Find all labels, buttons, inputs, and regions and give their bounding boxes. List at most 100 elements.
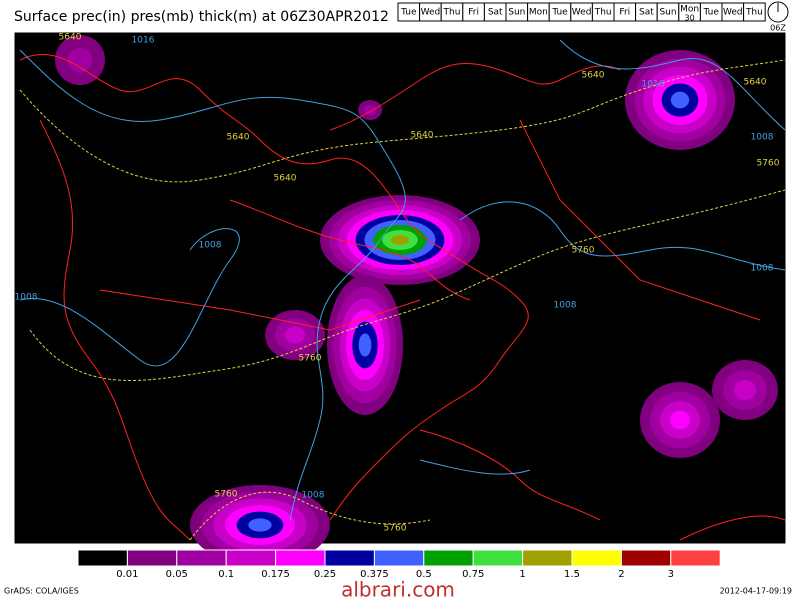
colorbar-box: [670, 549, 721, 567]
day-label: Sat: [488, 8, 503, 18]
coastlines: [19, 54, 786, 541]
colorbar-box: [620, 549, 672, 567]
contour-label: 5760: [757, 159, 780, 169]
day-strip: Tue Wed Thu Fri Sat Sun Mon Tue Wed Thu Fri Sat Sun M…: [397, 2, 766, 23]
day-label: Fri: [468, 8, 479, 18]
colorbar-box: [77, 549, 128, 567]
isobar: [419, 459, 531, 475]
border: [99, 289, 421, 331]
contour-label: 1016: [642, 80, 665, 90]
precip-area: [364, 105, 376, 115]
colorbar-box: [126, 549, 178, 567]
coastline: [419, 429, 601, 521]
colorbar-label: 0.5: [416, 569, 432, 580]
colorbar-label: 3: [668, 569, 674, 580]
precip-area: [248, 518, 272, 532]
thickness-lines: [19, 59, 786, 541]
colorbar-label: 0.25: [314, 569, 336, 580]
contour-label: 1008: [751, 264, 774, 274]
day-number: 30: [685, 14, 695, 23]
thickness-line: [19, 59, 786, 183]
contour-label: 1008: [751, 133, 774, 143]
precip-layer: [55, 35, 778, 565]
contour-label: 1008: [554, 301, 577, 311]
isobar: [459, 201, 786, 271]
day-label: Sun: [659, 8, 676, 18]
day-label: Tue: [703, 8, 720, 18]
contour-label: 5640: [59, 33, 82, 43]
precip-area: [670, 91, 690, 109]
precip-area: [670, 410, 690, 430]
day-label: Tue: [551, 8, 568, 18]
colorbar-box: [373, 549, 425, 567]
precip-area: [391, 235, 409, 245]
coastline: [329, 62, 621, 131]
contour-label: 1008: [302, 491, 325, 501]
day-label: Sat: [639, 8, 654, 18]
thickness-line: [189, 491, 431, 541]
timestamp: 2012-04-17-09:19: [720, 587, 792, 596]
contour-label: 5640: [582, 71, 605, 81]
day-label: Mon: [680, 5, 699, 15]
colorbar: 0.01 0.05 0.1 0.175 0.25 0.375 0.5 0.75 1 1.5 2 3: [77, 549, 721, 580]
contour-label: 5640: [411, 131, 434, 141]
colorbar-label: 0.75: [462, 569, 484, 580]
clock-label: 06Z: [770, 24, 786, 33]
colorbar-box: [423, 549, 474, 567]
day-label: Sun: [508, 8, 525, 18]
colorbar-label: 0.01: [116, 569, 138, 580]
colorbar-label: 0.05: [166, 569, 188, 580]
contour-label: 5640: [274, 174, 297, 184]
day-label: Fri: [619, 8, 630, 18]
coastline: [679, 515, 786, 541]
contour-labels: 5640 1016 5640 5640 5640 5640 1016 5640 1008 5760…: [15, 33, 780, 534]
colorbar-box: [275, 549, 326, 567]
colorbar-box: [472, 549, 524, 567]
colorbar-box: [225, 549, 277, 567]
day-label: Wed: [421, 8, 441, 18]
day-label: Thu: [443, 8, 461, 18]
colorbar-box: [324, 549, 375, 567]
contour-label: 5640: [744, 78, 767, 88]
isobars: [19, 39, 786, 521]
isobar: [559, 39, 786, 131]
thickness-line: [29, 189, 786, 381]
isobar: [19, 228, 240, 367]
contour-label: 5760: [384, 524, 407, 534]
day-label: Thu: [594, 8, 612, 18]
contour-label: 5760: [572, 246, 595, 256]
colorbar-label: 0.375: [360, 569, 389, 580]
clock: [767, 1, 789, 23]
colorbar-box: [522, 549, 573, 567]
precip-area: [67, 47, 93, 73]
contour-label: 5760: [215, 490, 238, 500]
watermark: albrari.com: [341, 578, 455, 600]
colorbar-box: [571, 549, 622, 567]
precip-area: [358, 333, 372, 357]
border: [519, 119, 761, 321]
contour-label: 1008: [199, 241, 222, 251]
colorbar-label: 0.175: [261, 569, 290, 580]
border: [39, 119, 191, 541]
title: Surface prec(in) pres(mb) thick(m) at 06…: [14, 9, 389, 25]
day-label: Mon: [529, 8, 548, 18]
footer-left: GrADS: COLA/IGES: [4, 587, 79, 596]
colorbar-label: 1.5: [564, 569, 580, 580]
contour-label: 1016: [132, 36, 155, 46]
contour-label: 5640: [227, 133, 250, 143]
colorbar-label: 1: [519, 569, 525, 580]
coastline: [229, 199, 471, 301]
colorbar-label: 2: [618, 569, 624, 580]
day-label: Wed: [572, 8, 592, 18]
colorbar-box: [176, 549, 227, 567]
coastline: [19, 54, 529, 521]
isobar: [19, 49, 406, 521]
contour-label: 1008: [15, 293, 38, 303]
day-label: Tue: [400, 8, 417, 18]
day-label: Thu: [745, 8, 763, 18]
day-box: [743, 2, 766, 22]
day-label: Wed: [723, 8, 743, 18]
contour-label: 5760: [299, 354, 322, 364]
